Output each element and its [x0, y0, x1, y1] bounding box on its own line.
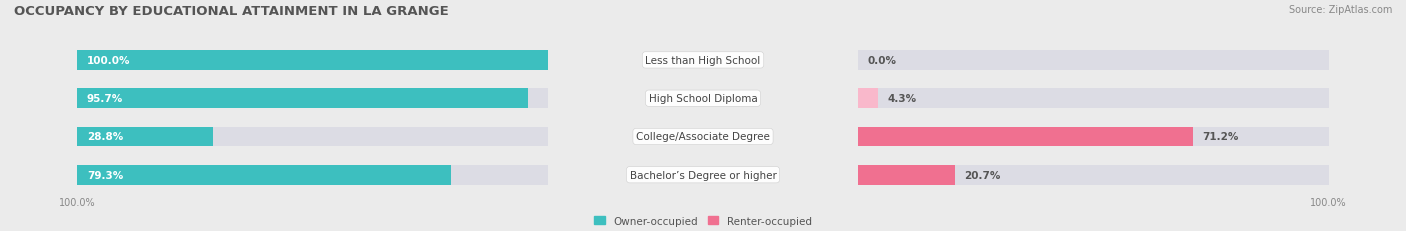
Text: 71.2%: 71.2%: [1202, 132, 1239, 142]
Bar: [858, 89, 1329, 109]
Bar: [858, 127, 1329, 147]
Bar: [858, 51, 1329, 70]
Bar: [77, 127, 548, 147]
Text: OCCUPANCY BY EDUCATIONAL ATTAINMENT IN LA GRANGE: OCCUPANCY BY EDUCATIONAL ATTAINMENT IN L…: [14, 5, 449, 18]
Text: College/Associate Degree: College/Associate Degree: [636, 132, 770, 142]
Legend: Owner-occupied, Renter-occupied: Owner-occupied, Renter-occupied: [595, 216, 811, 226]
Bar: [858, 89, 877, 109]
Text: 79.3%: 79.3%: [87, 170, 122, 180]
Bar: [77, 165, 548, 185]
Bar: [858, 165, 955, 185]
Text: 100.0%: 100.0%: [87, 56, 131, 66]
Bar: [858, 165, 1329, 185]
Text: High School Diploma: High School Diploma: [648, 94, 758, 104]
Bar: [858, 127, 1194, 147]
Bar: [77, 51, 548, 70]
Text: Bachelor’s Degree or higher: Bachelor’s Degree or higher: [630, 170, 776, 180]
Bar: [77, 89, 548, 109]
Text: Less than High School: Less than High School: [645, 56, 761, 66]
Bar: [77, 89, 529, 109]
Text: 0.0%: 0.0%: [868, 56, 896, 66]
Bar: [77, 165, 451, 185]
Text: 4.3%: 4.3%: [887, 94, 917, 104]
Text: Source: ZipAtlas.com: Source: ZipAtlas.com: [1288, 5, 1392, 15]
Text: 28.8%: 28.8%: [87, 132, 122, 142]
Text: 95.7%: 95.7%: [87, 94, 122, 104]
Bar: [77, 51, 548, 70]
Text: 20.7%: 20.7%: [965, 170, 1001, 180]
Bar: [77, 127, 212, 147]
